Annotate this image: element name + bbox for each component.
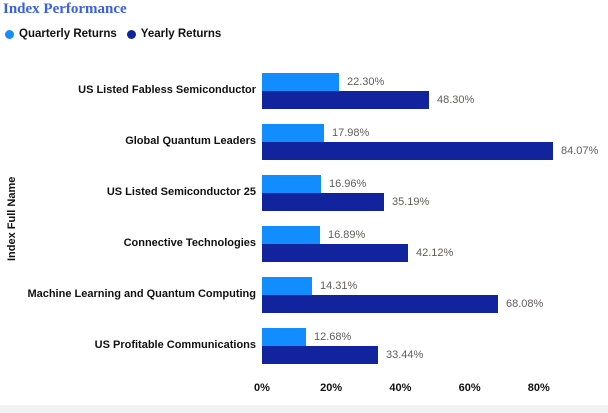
legend: Quarterly Returns Yearly Returns [5,28,221,40]
bar-value-label: 84.07% [561,145,599,157]
bar-value-label: 35.19% [392,196,430,208]
bar-yearly[interactable] [262,142,553,160]
x-axis-tick-label: 20% [320,382,343,394]
legend-label-yearly: Yearly Returns [140,28,222,40]
legend-label-quarterly: Quarterly Returns [19,28,117,40]
x-axis-tick-label: 80% [527,382,550,394]
bar-quarterly[interactable] [262,124,324,142]
legend-item-yearly-returns[interactable]: Yearly Returns [126,28,222,40]
x-axis-tick-label: 40% [389,382,412,394]
bar-value-label: 22.30% [347,76,385,88]
bar-value-label: 16.89% [328,229,366,241]
bar-quarterly[interactable] [262,328,306,346]
bar-yearly[interactable] [262,193,384,211]
y-axis-title: Index Full Name [6,176,18,262]
category-label: Machine Learning and Quantum Computing [27,288,256,300]
category-label: US Listed Fabless Semiconductor [78,84,256,96]
bar-yearly[interactable] [262,91,429,109]
bar-value-label: 42.12% [416,247,454,259]
bar-yearly[interactable] [262,244,408,262]
bar-quarterly[interactable] [262,277,312,295]
quarterly-legend-dot-icon [5,29,14,39]
legend-item-quarterly-returns[interactable]: Quarterly Returns [5,28,117,40]
bar-quarterly[interactable] [262,226,320,244]
category-label: Global Quantum Leaders [125,135,256,147]
bar-value-label: 14.31% [320,280,358,292]
x-axis-tick-label: 60% [458,382,481,394]
bar-yearly[interactable] [262,346,378,364]
category-label: Connective Technologies [123,237,256,249]
bar-value-label: 48.30% [437,94,475,106]
yearly-legend-dot-icon [126,29,136,39]
bar-value-label: 16.96% [329,178,367,190]
category-label: US Listed Semiconductor 25 [106,186,256,198]
bar-value-label: 17.98% [332,127,370,139]
x-axis-tick-label: 0% [254,382,270,394]
bar-quarterly[interactable] [262,73,339,91]
bar-quarterly[interactable] [262,175,321,193]
horizontal-scrollbar-track[interactable] [0,405,608,413]
bar-yearly[interactable] [262,295,498,313]
bar-value-label: 68.08% [506,298,544,310]
bar-value-label: 33.44% [386,349,424,361]
chart-title: Index Performance [3,1,127,17]
bar-value-label: 12.68% [314,331,352,343]
category-label: US Profitable Communications [94,339,256,351]
